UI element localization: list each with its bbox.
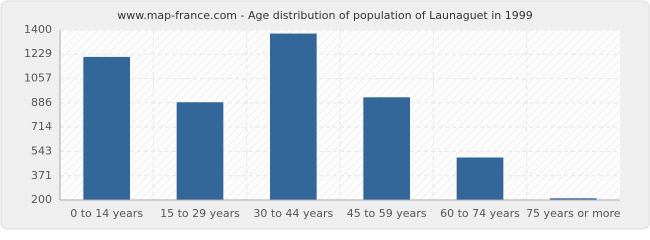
bar <box>363 97 410 200</box>
x-tick-label: 15 to 29 years <box>160 207 240 220</box>
y-tick-label: 886 <box>31 96 52 109</box>
bar <box>176 102 224 200</box>
y-tick-label: 1057 <box>24 72 52 85</box>
x-tick-label: 60 to 74 years <box>440 207 520 220</box>
y-tick-label: 371 <box>31 169 52 182</box>
bar <box>456 157 504 200</box>
chart: www.map-france.com - Age distribution of… <box>0 0 650 230</box>
y-tick-label: 200 <box>31 193 52 206</box>
y-tick-label: 543 <box>31 144 52 157</box>
y-tick-label: 1400 <box>24 23 52 36</box>
chart-title: www.map-france.com - Age distribution of… <box>117 9 533 22</box>
x-tick-label: 30 to 44 years <box>253 207 333 220</box>
bar <box>83 56 130 200</box>
x-tick-label: 0 to 14 years <box>70 207 143 220</box>
bar <box>550 198 597 200</box>
y-tick-label: 1229 <box>24 47 52 60</box>
y-tick-label: 714 <box>31 120 52 133</box>
bar <box>270 33 317 200</box>
x-tick-label: 45 to 59 years <box>347 207 427 220</box>
x-tick-label: 75 years or more <box>526 207 621 220</box>
